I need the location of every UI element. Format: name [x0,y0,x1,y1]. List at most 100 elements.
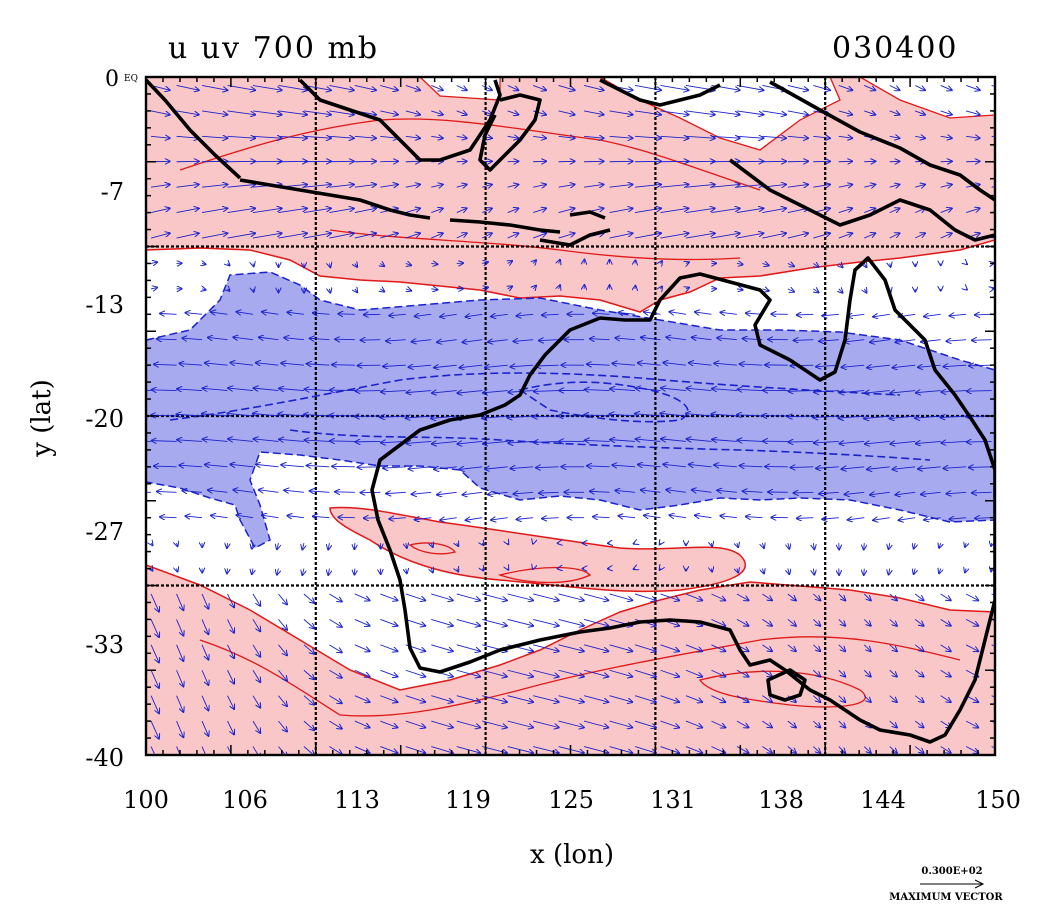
wind-vector [889,85,900,90]
wind-vector [287,516,304,518]
wind-vector [972,492,992,493]
wind-vector [380,416,406,417]
wind-vector [431,233,443,239]
wind-vector [151,136,170,138]
wind-vector [482,208,492,212]
wind-vector [176,85,199,90]
wind-vector [814,391,839,393]
wind-vector [593,313,610,314]
wind-vector [787,289,794,292]
wind-vector [585,390,610,391]
wind-vector [201,695,208,711]
wind-vector [746,517,763,518]
wind-vector [284,338,304,340]
wind-vector [634,593,656,600]
wind-vector [584,415,610,416]
wind-vector [711,593,725,600]
wind-vector [507,208,519,214]
wind-vector [542,518,559,519]
wind-vector [762,695,772,702]
wind-vector [227,208,256,214]
wind-vector [507,746,533,753]
wind-vector [711,208,739,214]
wind-vector [434,365,457,367]
wind-vector [740,466,763,467]
wind-vector [787,136,808,138]
wind-vector [618,312,636,314]
wind-vector [615,338,636,340]
wind-vector [205,363,228,365]
wind-vector [330,441,355,442]
wind-vector [965,746,978,753]
wind-vector [456,669,480,676]
wind-vector [431,695,453,702]
wind-vector [405,233,420,239]
wind-vector [762,136,786,138]
wind-vector [176,720,184,737]
wind-vector [666,490,687,493]
wind-vector [176,619,184,635]
wind-vector [329,289,330,293]
wind-vector [636,388,661,390]
wind-vector [354,136,376,138]
wind-vector [583,695,608,702]
wind-vector [634,136,661,138]
wind-vector [685,695,702,702]
wind-vector [150,208,170,214]
wind-vector [788,568,789,575]
wind-vector [966,289,967,290]
wind-vector [638,465,661,467]
wind-vector [278,233,307,239]
wind-vector [227,720,235,734]
wind-vector [431,644,453,651]
wind-vector [558,184,575,187]
wind-vector [893,365,916,368]
wind-vector [508,543,509,544]
wind-vector [380,85,398,90]
wind-vector [513,340,534,342]
wind-vector [610,440,636,442]
wind-vector [456,644,480,651]
wind-vector [279,388,304,390]
wind-vector [415,314,432,316]
wind-vector [252,695,260,708]
wind-vector [252,568,253,575]
wind-vector [975,518,992,519]
wind-vector [787,720,796,727]
wind-vector [863,746,871,753]
wind-vector [940,233,952,239]
wind-vector [262,312,279,314]
wind-vector [889,695,897,702]
wind-vector [335,339,355,340]
wind-vector [227,619,235,632]
wind-vector [863,695,871,702]
wind-vector [914,746,923,753]
wind-vector [236,312,254,315]
wind-vector [278,669,287,680]
wind-vector [491,518,508,520]
wind-vector [736,720,749,727]
wind-vector [150,262,157,263]
wind-vector [711,618,725,625]
wind-vector [150,233,170,239]
wind-vector [533,746,559,753]
wind-vector [634,720,656,727]
wind-vector [338,517,355,518]
wind-vector [466,314,483,317]
wind-vector [794,340,814,341]
wind-vector [303,184,331,187]
wind-vector [890,441,916,444]
wind-vector [303,619,314,628]
wind-vector [634,85,661,90]
wind-vector [838,720,845,727]
wind-vector [813,568,814,575]
wind-vector [788,543,789,549]
wind-vector [303,669,314,679]
wind-vector [329,136,353,138]
wind-vector [638,363,661,365]
wind-vector [814,441,839,443]
wind-vector [615,490,636,492]
wind-vector [609,136,633,138]
wind-vector [230,363,254,366]
wind-vector [943,365,967,366]
